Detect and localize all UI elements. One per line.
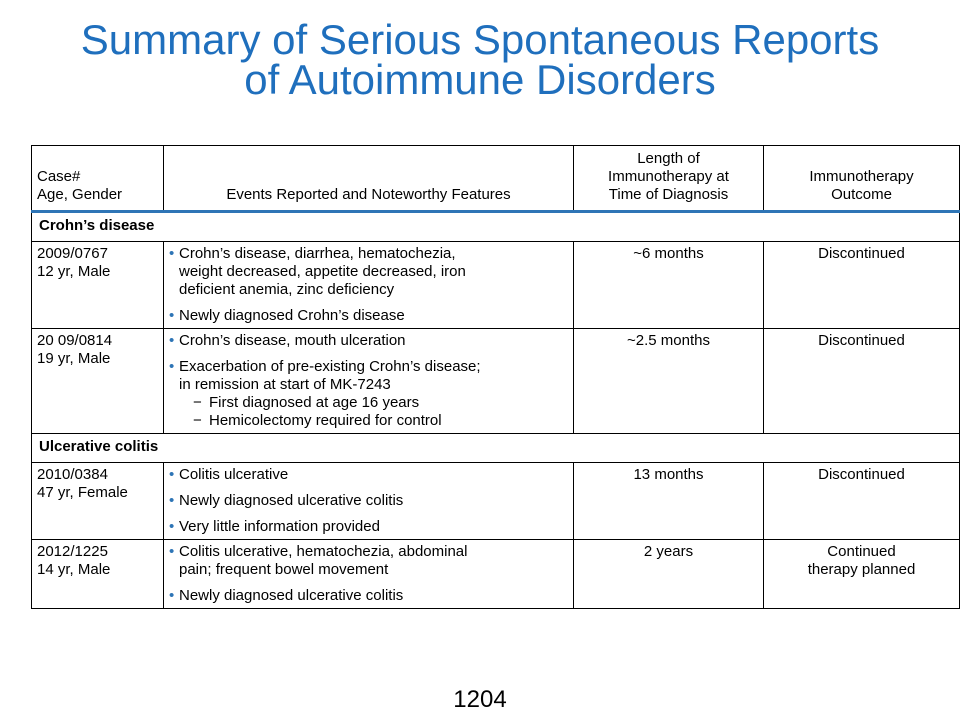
length-cell: ~6 months [573, 241, 764, 329]
event-item: • Crohn’s disease, diarrhea, hematochezia… [169, 245, 568, 299]
table-row: 20 09/0814 19 yr, Male • Crohn’s disease, … [31, 328, 960, 434]
event-item: • Newly diagnosed ulcerative colitis [169, 587, 568, 605]
table-header-row: Case# Age, Gender Events Reported and No… [31, 145, 960, 213]
event-text: Exacerbation of pre-existing Crohn’s dis… [179, 358, 481, 393]
case-cell: 20 09/0814 19 yr, Male [31, 328, 164, 434]
sub-event-text: First diagnosed at age 16 years [209, 394, 420, 411]
case-id-age-gender: 20 09/0814 19 yr, Male [37, 332, 113, 367]
header-length: Length of Immunotherapy at Time of Diagn… [573, 145, 764, 213]
outcome-cell: Continued therapy planned [763, 539, 960, 609]
dash-icon: − [193, 412, 202, 429]
reports-table: Case# Age, Gender Events Reported and No… [31, 145, 960, 609]
event-item: • Newly diagnosed Crohn’s disease [169, 307, 568, 325]
event-text: Newly diagnosed ulcerative colitis [179, 492, 404, 509]
length-cell: 2 years [573, 539, 764, 609]
bullet-icon: • [169, 587, 175, 604]
slide-title-line-2: of Autoimmune Disorders [244, 56, 716, 103]
slide-title: Summary of Serious Spontaneous Reports o… [0, 16, 960, 103]
case-id-age-gender: 2009/0767 12 yr, Male [37, 245, 111, 280]
event-item: • Colitis ulcerative, hematochezia, abdom… [169, 543, 568, 579]
immunotherapy-outcome: Continued therapy planned [807, 543, 916, 578]
header-case: Case# Age, Gender [31, 145, 164, 213]
section-label: Crohn’s disease [31, 211, 960, 242]
event-item: • Crohn’s disease, mouth ulceration [169, 332, 568, 350]
case-cell: 2010/0384 47 yr, Female [31, 462, 164, 540]
event-text: Crohn’s disease, mouth ulceration [179, 332, 406, 349]
bullet-icon: • [169, 518, 175, 535]
length-cell: ~2.5 months [573, 328, 764, 434]
header-events: Events Reported and Noteworthy Features [163, 145, 574, 213]
event-text: Newly diagnosed ulcerative colitis [179, 587, 404, 604]
case-id-age-gender: 2010/0384 47 yr, Female [37, 466, 128, 501]
events-cell: • Colitis ulcerative, hematochezia, abdom… [163, 539, 574, 609]
immunotherapy-length: ~2.5 months [627, 332, 710, 349]
table-row: 2012/1225 14 yr, Male • Colitis ulcerative… [31, 539, 960, 609]
immunotherapy-length: 13 months [633, 466, 704, 483]
event-list: • Crohn’s disease, diarrhea, hematochezia… [169, 245, 568, 325]
event-list: • Crohn’s disease, mouth ulceration • Exace… [169, 332, 568, 430]
event-item: • Exacerbation of pre-existing Crohn’s di… [169, 358, 568, 430]
event-text: Colitis ulcerative [179, 466, 289, 483]
event-item: • Colitis ulcerative [169, 466, 568, 484]
section-row: Ulcerative colitis [31, 433, 960, 463]
event-list: • Colitis ulcerative, hematochezia, abdom… [169, 543, 568, 605]
table-body: Crohn’s disease 2009/0767 12 yr, Male • Cro… [31, 211, 960, 609]
section-row: Crohn’s disease [31, 211, 960, 242]
event-item: • Newly diagnosed ulcerative colitis [169, 492, 568, 510]
slide-title-line-1: Summary of Serious Spontaneous Reports [80, 16, 880, 63]
bullet-icon: • [169, 492, 175, 509]
immunotherapy-outcome: Discontinued [818, 332, 905, 349]
outcome-cell: Discontinued [763, 328, 960, 434]
immunotherapy-outcome: Discontinued [818, 245, 905, 262]
dash-icon: − [193, 394, 202, 411]
sub-event-item: − Hemicolectomy required for control [193, 412, 568, 430]
immunotherapy-length: ~6 months [633, 245, 704, 262]
bullet-icon: • [169, 466, 175, 483]
length-cell: 13 months [573, 462, 764, 540]
event-text: Very little information provided [179, 518, 380, 535]
case-cell: 2009/0767 12 yr, Male [31, 241, 164, 329]
bullet-icon: • [169, 332, 175, 349]
event-text: Colitis ulcerative, hematochezia, abdomi… [179, 543, 468, 578]
outcome-cell: Discontinued [763, 462, 960, 540]
event-text: Newly diagnosed Crohn’s disease [179, 307, 405, 324]
bullet-icon: • [169, 245, 175, 262]
table-row: 2010/0384 47 yr, Female • Colitis ulcerati… [31, 462, 960, 540]
case-cell: 2012/1225 14 yr, Male [31, 539, 164, 609]
section-label: Ulcerative colitis [31, 433, 960, 463]
event-text: Crohn’s disease, diarrhea, hematochezia,… [179, 245, 466, 298]
events-cell: • Crohn’s disease, diarrhea, hematochezia… [163, 241, 574, 329]
page-number: 1204 [453, 686, 507, 713]
event-list: • Colitis ulcerative • Newly diagnosed ulce… [169, 466, 568, 536]
immunotherapy-outcome: Discontinued [818, 466, 905, 483]
events-cell: • Colitis ulcerative • Newly diagnosed ulce… [163, 462, 574, 540]
table-row: 2009/0767 12 yr, Male • Crohn’s disease, d… [31, 241, 960, 329]
sub-event-list: − First diagnosed at age 16 years − Hemicol… [179, 394, 568, 430]
case-id-age-gender: 2012/1225 14 yr, Male [37, 543, 111, 578]
bullet-icon: • [169, 358, 175, 375]
outcome-cell: Discontinued [763, 241, 960, 329]
sub-event-item: − First diagnosed at age 16 years [193, 394, 568, 412]
header-outcome: Immunotherapy Outcome [763, 145, 960, 213]
event-item: • Very little information provided [169, 518, 568, 536]
bullet-icon: • [169, 543, 175, 560]
sub-event-text: Hemicolectomy required for control [209, 412, 442, 429]
bullet-icon: • [169, 307, 175, 324]
immunotherapy-length: 2 years [643, 543, 694, 560]
events-cell: • Crohn’s disease, mouth ulceration • Exace… [163, 328, 574, 434]
